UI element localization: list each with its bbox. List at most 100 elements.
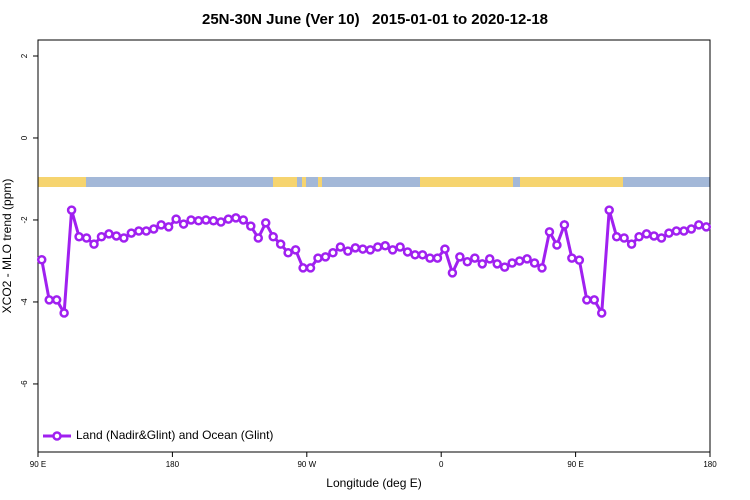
x-tick-label: 0 xyxy=(439,460,444,469)
point xyxy=(148,224,159,234)
point xyxy=(66,205,77,215)
y-tick-label: 2 xyxy=(20,53,29,58)
land-band xyxy=(318,177,322,187)
x-tick-label: 90 E xyxy=(30,460,46,469)
point xyxy=(313,253,323,263)
point xyxy=(470,253,480,263)
point xyxy=(574,255,585,265)
point xyxy=(604,205,614,215)
land-band xyxy=(520,177,623,187)
point xyxy=(141,226,152,236)
point xyxy=(275,239,286,249)
point xyxy=(402,247,413,257)
point xyxy=(537,263,547,273)
point xyxy=(358,244,368,254)
point xyxy=(208,216,219,226)
point xyxy=(477,259,488,269)
point xyxy=(417,250,428,260)
point xyxy=(679,226,689,236)
point xyxy=(290,245,301,255)
point xyxy=(44,295,54,305)
point xyxy=(104,229,114,239)
point xyxy=(619,233,629,243)
point xyxy=(126,228,137,238)
point xyxy=(380,241,390,251)
point xyxy=(514,256,525,266)
point xyxy=(283,248,293,258)
land-band xyxy=(273,177,297,187)
point xyxy=(567,253,577,263)
point xyxy=(96,232,107,242)
point xyxy=(335,242,346,252)
point xyxy=(268,232,278,242)
point xyxy=(36,254,47,265)
point xyxy=(74,232,84,242)
point xyxy=(432,253,443,263)
surface-strip xyxy=(38,177,710,187)
point xyxy=(440,244,450,254)
y-tick-label: -6 xyxy=(20,380,29,388)
point xyxy=(410,250,420,260)
point xyxy=(492,259,502,269)
point xyxy=(231,213,241,223)
point xyxy=(552,240,562,250)
y-tick-label: -2 xyxy=(20,216,29,224)
y-axis-label: XCO2 - MLO trend (ppm) xyxy=(0,179,14,314)
x-tick-label: 90 E xyxy=(567,460,583,469)
point xyxy=(223,214,234,224)
ocean-band xyxy=(38,177,710,187)
point xyxy=(507,258,517,268)
point xyxy=(178,219,189,229)
point xyxy=(51,295,62,305)
land-band xyxy=(420,177,513,187)
x-tick-label: 180 xyxy=(166,460,180,469)
point xyxy=(246,221,256,231)
point xyxy=(171,214,181,224)
point xyxy=(656,233,667,243)
point xyxy=(156,220,166,230)
x-tick-label: 180 xyxy=(703,460,717,469)
point xyxy=(641,229,652,239)
point xyxy=(372,242,383,252)
point xyxy=(425,253,435,263)
point xyxy=(163,222,174,232)
point xyxy=(305,263,316,273)
x-axis-label: Longitude (deg E) xyxy=(326,476,421,490)
point xyxy=(238,215,249,225)
legend-label: Land (Nadir&Glint) and Ocean (Glint) xyxy=(76,428,273,442)
point xyxy=(694,220,704,230)
point xyxy=(626,239,637,249)
point xyxy=(649,231,659,241)
point xyxy=(559,220,570,230)
point xyxy=(186,215,196,225)
point xyxy=(253,233,264,243)
point xyxy=(447,268,458,278)
point xyxy=(634,232,644,242)
y-tick-label: -4 xyxy=(20,298,29,306)
point xyxy=(350,243,361,253)
point xyxy=(589,295,600,305)
point xyxy=(522,254,532,264)
point xyxy=(260,218,271,228)
chart-title: 25N-30N June (Ver 10) 2015-01-01 to 2020… xyxy=(202,11,548,28)
point xyxy=(664,228,674,238)
point xyxy=(59,308,69,318)
point xyxy=(671,226,682,236)
point xyxy=(134,226,144,236)
point xyxy=(484,254,495,264)
point xyxy=(686,224,697,234)
point xyxy=(201,215,211,225)
point xyxy=(343,246,353,256)
point xyxy=(582,295,592,305)
land-band xyxy=(302,177,306,187)
point xyxy=(328,248,338,258)
point xyxy=(320,252,331,262)
point xyxy=(193,216,204,226)
y-tick-label: 0 xyxy=(20,135,29,140)
plot-frame xyxy=(37,39,711,453)
point xyxy=(611,232,622,242)
point xyxy=(544,227,555,237)
land-band xyxy=(38,177,86,187)
point xyxy=(462,257,473,267)
x-tick-label: 90 W xyxy=(297,460,316,469)
